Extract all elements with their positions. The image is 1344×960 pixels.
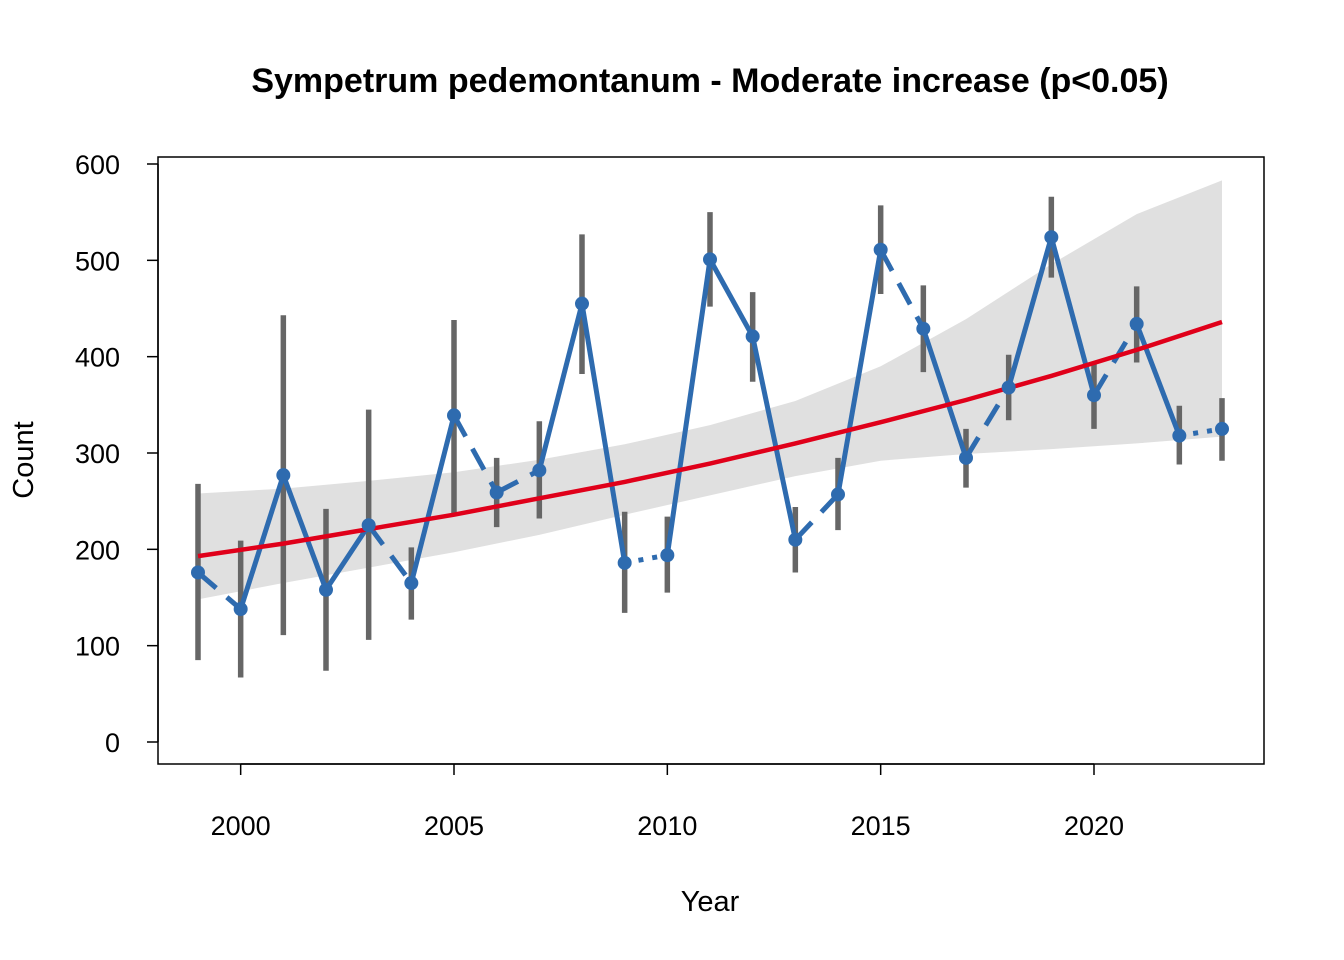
data-point (1172, 428, 1187, 443)
y-tick-label: 300 (75, 439, 120, 469)
data-point (1215, 421, 1229, 436)
x-tick-label: 2015 (851, 811, 911, 841)
series-segment (280, 474, 329, 591)
series-line-layer (196, 236, 1223, 611)
data-point (745, 329, 760, 344)
data-point (404, 576, 419, 591)
series-segment (536, 303, 585, 471)
series-segment (1006, 236, 1054, 389)
data-point (1129, 316, 1144, 331)
series-segment (1134, 323, 1182, 437)
series-segment (579, 303, 628, 564)
y-tick-label: 0 (105, 728, 120, 758)
x-axis: 2000 2005 2010 2015 2020 (211, 763, 1124, 841)
y-tick-label: 600 (75, 150, 120, 180)
data-point (447, 408, 461, 423)
data-point (575, 296, 589, 311)
y-tick-label: 100 (75, 632, 120, 662)
series-segment (664, 259, 713, 556)
data-point (873, 242, 888, 257)
y-tick-label: 400 (75, 343, 120, 373)
data-point (703, 252, 717, 267)
series-segment (878, 248, 926, 330)
series-segment (1048, 236, 1097, 396)
data-point (916, 321, 931, 336)
series-segment (1091, 322, 1139, 397)
series-segment (408, 414, 457, 584)
data-point (1044, 230, 1059, 245)
data-point (532, 463, 547, 478)
data-point (276, 468, 291, 483)
data-point (831, 487, 845, 502)
series-segment (495, 468, 541, 495)
y-tick-label: 200 (75, 535, 120, 565)
data-point (617, 555, 632, 570)
series-segment (366, 523, 414, 585)
series-segment (835, 249, 884, 495)
y-axis: 0 100 200 300 400 500 600 (75, 150, 159, 758)
series-segment (238, 474, 286, 610)
series-segment (323, 523, 371, 592)
x-tick-label: 2010 (637, 811, 697, 841)
y-axis-label: Count (8, 421, 40, 498)
data-point (788, 532, 803, 547)
data-point (489, 485, 504, 500)
data-point (191, 565, 205, 580)
x-tick-label: 2005 (424, 811, 484, 841)
series-segment (920, 327, 969, 459)
x-tick-label: 2020 (1064, 811, 1124, 841)
data-point-layer (191, 230, 1229, 617)
x-axis-label: Year (681, 886, 740, 918)
data-point (233, 602, 248, 617)
series-segment (750, 335, 798, 541)
series-segment (451, 414, 499, 494)
data-point (1087, 388, 1101, 403)
series-segment (793, 492, 840, 542)
y-tick-label: 500 (75, 246, 120, 276)
series-segment (707, 258, 755, 338)
data-point (361, 518, 376, 533)
series-segment (963, 386, 1011, 460)
chart-title: Sympetrum pedemontanum - Moderate increa… (251, 62, 1168, 100)
x-tick-label: 2000 (211, 811, 271, 841)
data-point (319, 582, 333, 597)
data-point (1001, 380, 1016, 395)
data-point (959, 450, 973, 465)
data-point (660, 548, 675, 563)
series-segment (196, 570, 243, 611)
